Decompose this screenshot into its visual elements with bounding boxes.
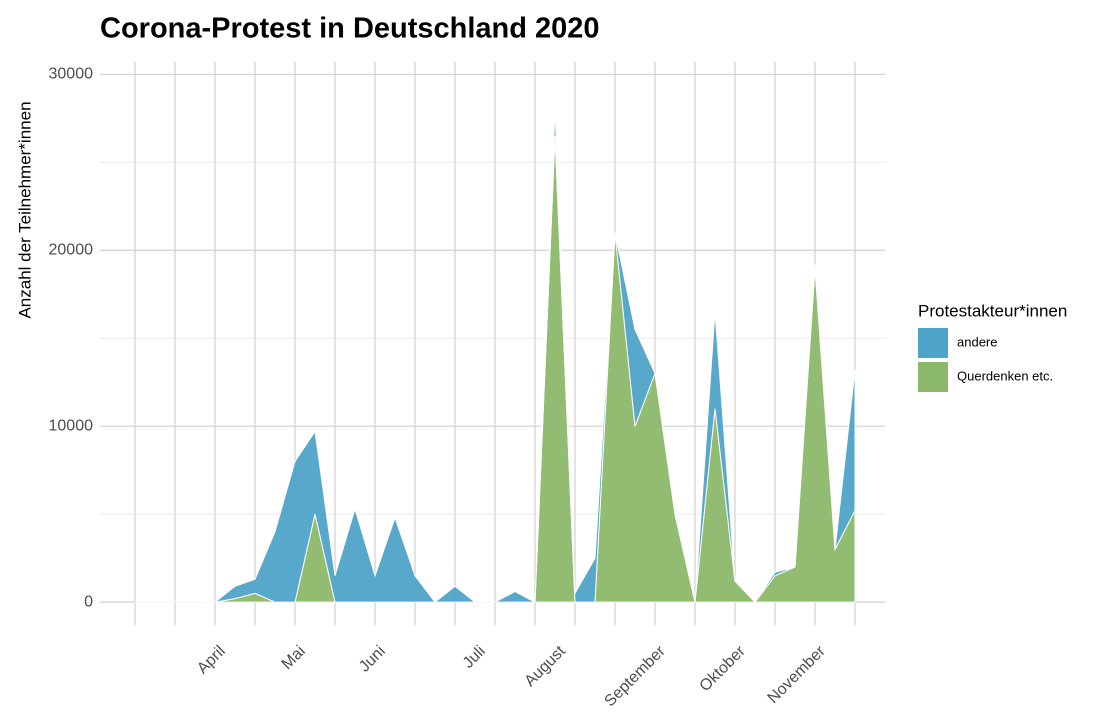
y-tick-label: 20000 (49, 241, 94, 258)
y-tick-label: 30000 (49, 66, 94, 83)
legend-swatch (918, 362, 948, 392)
chart-title: Corona-Protest in Deutschland 2020 (100, 13, 600, 45)
x-tick-label: Juli (460, 643, 489, 672)
x-tick-label: September (601, 642, 669, 710)
y-tick-label: 10000 (49, 417, 94, 434)
areas (135, 109, 856, 603)
x-tick-label: November (765, 642, 830, 707)
grid (100, 62, 885, 625)
x-tick-label: Oktober (697, 642, 750, 695)
x-tick-label: April (194, 643, 229, 678)
area (135, 109, 856, 603)
legend-label: andere (957, 334, 997, 349)
legend-label: Querdenken etc. (957, 368, 1053, 383)
x-tick-label: Juni (356, 643, 389, 676)
legend-title: Protestakteur*innen (918, 301, 1067, 320)
y-tick-label: 0 (84, 593, 93, 610)
y-axis-label: Anzahl der Teilnehmer*innen (15, 101, 34, 318)
x-tick-label: August (522, 642, 570, 690)
x-tick-label: Mai (279, 643, 309, 673)
legend-swatch (918, 328, 948, 358)
